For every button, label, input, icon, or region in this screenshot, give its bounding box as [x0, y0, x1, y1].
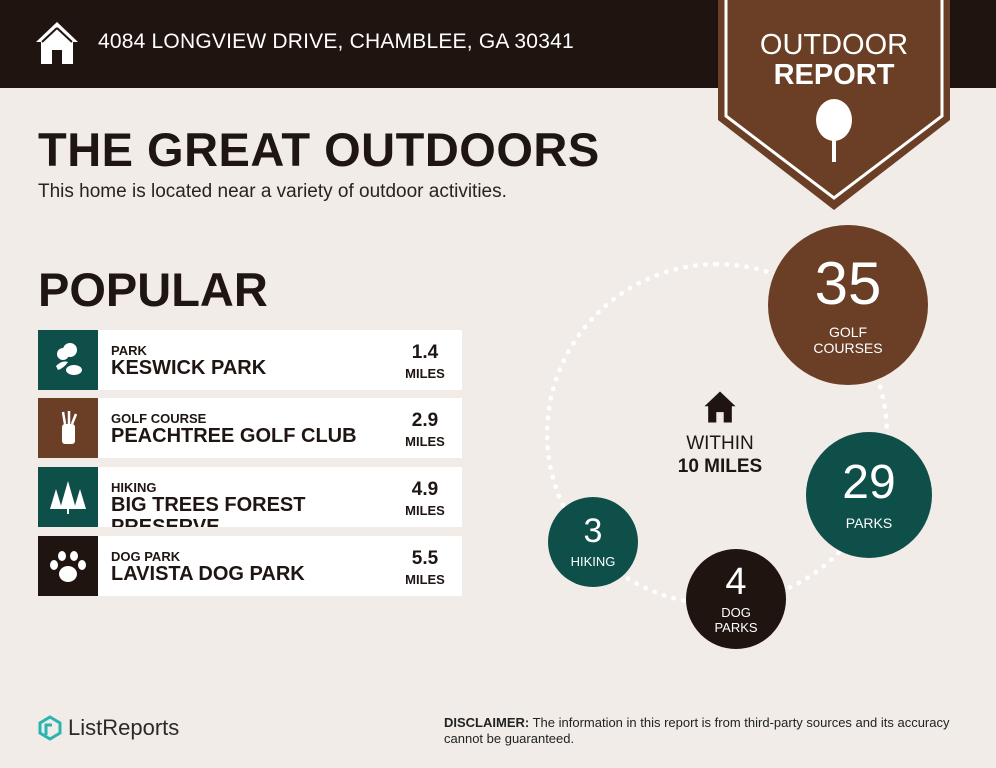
page-subtitle: This home is located near a variety of o…: [38, 181, 507, 202]
item-distance: 5.5: [411, 548, 439, 569]
park-icon: [38, 330, 98, 390]
popular-list-item[interactable]: GOLF COURSE PEACHTREE GOLF CLUB 2.9 MILE…: [38, 398, 462, 458]
disclaimer-label: DISCLAIMER:: [444, 715, 530, 730]
golf-bag-icon: [38, 398, 98, 458]
stat-label: PARKS: [714, 620, 758, 635]
page-title: THE GREAT OUTDOORS: [38, 123, 600, 176]
badge-line1: OUTDOOR: [759, 29, 909, 61]
item-distance-unit: MILES: [405, 434, 445, 449]
item-category: GOLF COURSE: [111, 411, 207, 426]
paw-icon: [38, 536, 98, 596]
item-name: PEACHTREE GOLF CLUB: [111, 425, 357, 447]
item-category: HIKING: [111, 480, 157, 495]
golf-courses-stat: 35 GOLF COURSES: [768, 225, 928, 385]
stat-label: GOLF: [828, 324, 868, 340]
item-distance: 2.9: [411, 410, 439, 431]
item-name: KESWICK PARK: [111, 357, 267, 379]
disclaimer-text: The information in this report is from t…: [444, 715, 950, 746]
item-distance-unit: MILES: [405, 572, 445, 587]
pine-trees-icon: [38, 467, 98, 527]
tree-icon: [816, 99, 852, 162]
item-distance: 1.4: [411, 342, 439, 363]
disclaimer: DISCLAIMER: The information in this repo…: [444, 715, 974, 747]
popular-list-item[interactable]: DOG PARK LAVISTA DOG PARK 5.5 MILES: [38, 536, 462, 596]
logo-text: ListReports: [68, 715, 180, 740]
popular-list-item[interactable]: PARK KESWICK PARK 1.4 MILES: [38, 330, 462, 390]
item-distance-unit: MILES: [405, 503, 445, 518]
badge-line2: REPORT: [773, 59, 895, 91]
within-text: WITHIN: [686, 433, 754, 454]
hiking-stat: 3 HIKING: [548, 497, 638, 587]
stat-label: HIKING: [570, 554, 616, 569]
item-distance-unit: MILES: [405, 366, 445, 381]
stat-label: DOG: [721, 605, 751, 620]
popular-heading: POPULAR: [38, 263, 268, 316]
item-category: DOG PARK: [111, 549, 181, 564]
listreports-logo: ListReports: [38, 715, 179, 741]
item-distance: 4.9: [411, 479, 439, 500]
stat-count: 3: [583, 512, 603, 550]
stat-label: COURSES: [813, 340, 883, 356]
stat-label: PARKS: [845, 515, 893, 531]
within-distance: 10 MILES: [677, 456, 763, 477]
dog-parks-stat: 4 DOG PARKS: [686, 549, 786, 649]
within-label: WITHIN 10 MILES: [660, 432, 780, 478]
item-name: BIG TREES FOREST PRESERVE: [111, 494, 306, 527]
item-category: PARK: [111, 343, 147, 358]
listreports-logo-icon: [38, 715, 62, 741]
home-icon: [704, 391, 736, 423]
stat-count: 29: [842, 456, 896, 509]
parks-stat: 29 PARKS: [806, 432, 932, 558]
property-address: 4084 LONGVIEW DRIVE, CHAMBLEE, GA 30341: [98, 30, 574, 53]
popular-list-item[interactable]: HIKING BIG TREES FOREST PRESERVE 4.9 MIL…: [38, 467, 462, 527]
stat-count: 4: [725, 561, 747, 603]
home-icon: [36, 22, 78, 64]
item-name: LAVISTA DOG PARK: [111, 563, 305, 585]
stat-count: 35: [814, 250, 882, 317]
